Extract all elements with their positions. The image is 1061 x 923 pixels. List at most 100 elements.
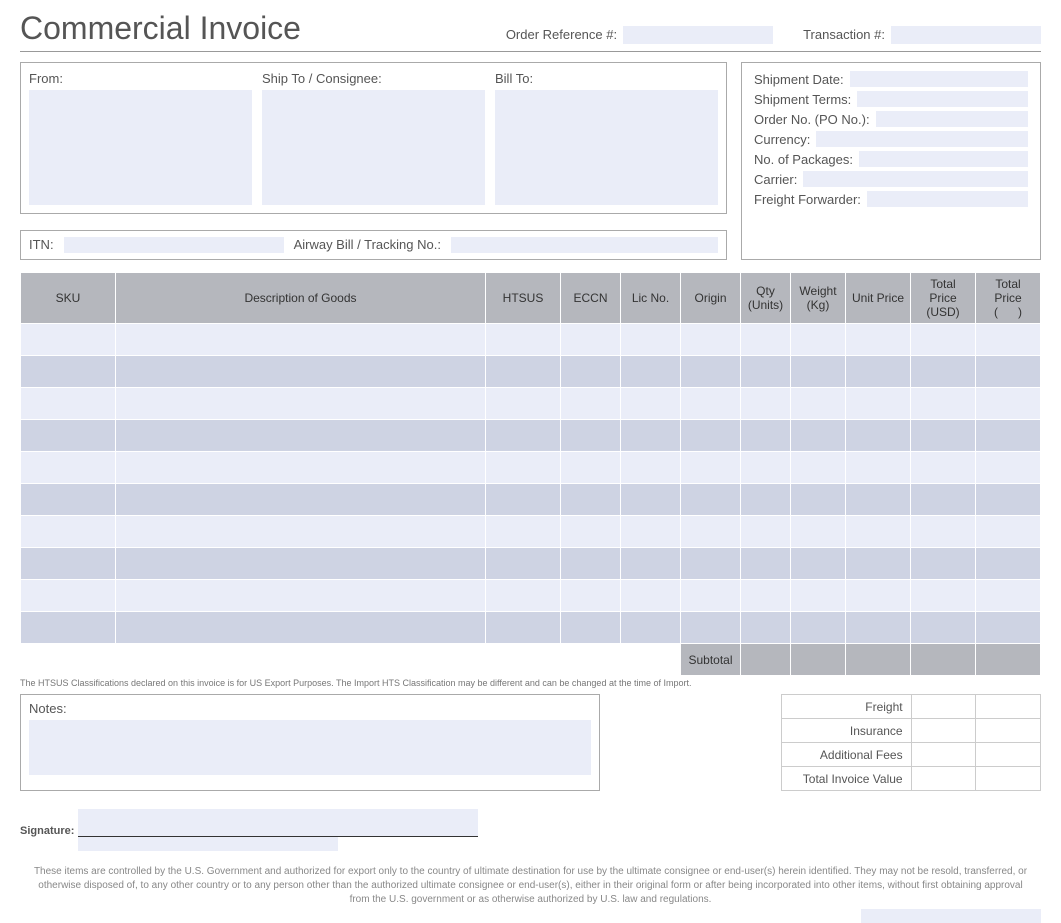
- cell-total2[interactable]: [976, 356, 1041, 388]
- cell-total2[interactable]: [976, 324, 1041, 356]
- ship-date-input[interactable]: [850, 71, 1028, 87]
- cell-lic[interactable]: [621, 612, 681, 644]
- cell-unit[interactable]: [846, 612, 911, 644]
- cell-qty[interactable]: [741, 356, 791, 388]
- cell-eccn[interactable]: [561, 580, 621, 612]
- cell-weight[interactable]: [791, 388, 846, 420]
- cell-unit[interactable]: [846, 388, 911, 420]
- cell-htsus[interactable]: [486, 580, 561, 612]
- cell-desc[interactable]: [116, 324, 486, 356]
- cell-unit[interactable]: [846, 356, 911, 388]
- cell-total1[interactable]: [911, 516, 976, 548]
- cell-desc[interactable]: [116, 452, 486, 484]
- cell-total2[interactable]: [976, 452, 1041, 484]
- cell-weight[interactable]: [791, 452, 846, 484]
- cell-lic[interactable]: [621, 516, 681, 548]
- cell-sku[interactable]: [21, 452, 116, 484]
- cell-eccn[interactable]: [561, 548, 621, 580]
- cell-qty[interactable]: [741, 516, 791, 548]
- cell-total2[interactable]: [976, 548, 1041, 580]
- cell-eccn[interactable]: [561, 612, 621, 644]
- cell-desc[interactable]: [116, 612, 486, 644]
- cell-total1[interactable]: [911, 388, 976, 420]
- cell-htsus[interactable]: [486, 420, 561, 452]
- cell-origin[interactable]: [681, 548, 741, 580]
- cell-total2[interactable]: [976, 516, 1041, 548]
- cell-total2[interactable]: [976, 420, 1041, 452]
- cell-weight[interactable]: [791, 356, 846, 388]
- cell-total2[interactable]: [976, 484, 1041, 516]
- cell-htsus[interactable]: [486, 548, 561, 580]
- cell-weight[interactable]: [791, 420, 846, 452]
- cell-origin[interactable]: [681, 388, 741, 420]
- cell-desc[interactable]: [116, 516, 486, 548]
- cell-total1[interactable]: [911, 484, 976, 516]
- cell-origin[interactable]: [681, 452, 741, 484]
- cell-unit[interactable]: [846, 484, 911, 516]
- cell-qty[interactable]: [741, 388, 791, 420]
- cell-eccn[interactable]: [561, 324, 621, 356]
- cell-lic[interactable]: [621, 356, 681, 388]
- cell-eccn[interactable]: [561, 420, 621, 452]
- cell-qty[interactable]: [741, 580, 791, 612]
- notes-input[interactable]: [29, 720, 591, 775]
- shipto-input[interactable]: [262, 90, 485, 205]
- cell-eccn[interactable]: [561, 388, 621, 420]
- cell-eccn[interactable]: [561, 452, 621, 484]
- cell-lic[interactable]: [621, 452, 681, 484]
- cell-htsus[interactable]: [486, 612, 561, 644]
- cell-total1[interactable]: [911, 420, 976, 452]
- cell-origin[interactable]: [681, 324, 741, 356]
- cell-total2[interactable]: [976, 612, 1041, 644]
- order-ref-input[interactable]: [623, 26, 773, 44]
- cell-total1[interactable]: [911, 612, 976, 644]
- currency-input[interactable]: [816, 131, 1028, 147]
- cell-origin[interactable]: [681, 580, 741, 612]
- cell-weight[interactable]: [791, 516, 846, 548]
- cell-qty[interactable]: [741, 484, 791, 516]
- cell-unit[interactable]: [846, 580, 911, 612]
- cell-eccn[interactable]: [561, 516, 621, 548]
- cell-lic[interactable]: [621, 484, 681, 516]
- cell-total2[interactable]: [976, 580, 1041, 612]
- fees-v1[interactable]: [911, 743, 976, 767]
- cell-desc[interactable]: [116, 548, 486, 580]
- fees-v2[interactable]: [976, 743, 1041, 767]
- cell-weight[interactable]: [791, 324, 846, 356]
- cell-unit[interactable]: [846, 420, 911, 452]
- cell-htsus[interactable]: [486, 324, 561, 356]
- insurance-v2[interactable]: [976, 719, 1041, 743]
- cell-weight[interactable]: [791, 548, 846, 580]
- cell-unit[interactable]: [846, 548, 911, 580]
- cell-qty[interactable]: [741, 324, 791, 356]
- cell-unit[interactable]: [846, 324, 911, 356]
- cell-lic[interactable]: [621, 324, 681, 356]
- cell-sku[interactable]: [21, 356, 116, 388]
- cell-lic[interactable]: [621, 420, 681, 452]
- cell-sku[interactable]: [21, 388, 116, 420]
- cell-lic[interactable]: [621, 580, 681, 612]
- cell-eccn[interactable]: [561, 484, 621, 516]
- insurance-v1[interactable]: [911, 719, 976, 743]
- cell-weight[interactable]: [791, 612, 846, 644]
- cell-origin[interactable]: [681, 612, 741, 644]
- awb-input[interactable]: [451, 237, 718, 253]
- ship-terms-input[interactable]: [857, 91, 1028, 107]
- cell-total1[interactable]: [911, 356, 976, 388]
- itn-input[interactable]: [64, 237, 284, 253]
- cell-origin[interactable]: [681, 420, 741, 452]
- cell-origin[interactable]: [681, 484, 741, 516]
- cell-desc[interactable]: [116, 580, 486, 612]
- cell-qty[interactable]: [741, 452, 791, 484]
- cell-total1[interactable]: [911, 452, 976, 484]
- cell-sku[interactable]: [21, 516, 116, 548]
- cell-sku[interactable]: [21, 580, 116, 612]
- freight-v1[interactable]: [911, 695, 976, 719]
- billto-input[interactable]: [495, 90, 718, 205]
- cell-origin[interactable]: [681, 356, 741, 388]
- cell-sku[interactable]: [21, 324, 116, 356]
- cell-lic[interactable]: [621, 388, 681, 420]
- cell-total1[interactable]: [911, 580, 976, 612]
- cell-desc[interactable]: [116, 356, 486, 388]
- cell-weight[interactable]: [791, 580, 846, 612]
